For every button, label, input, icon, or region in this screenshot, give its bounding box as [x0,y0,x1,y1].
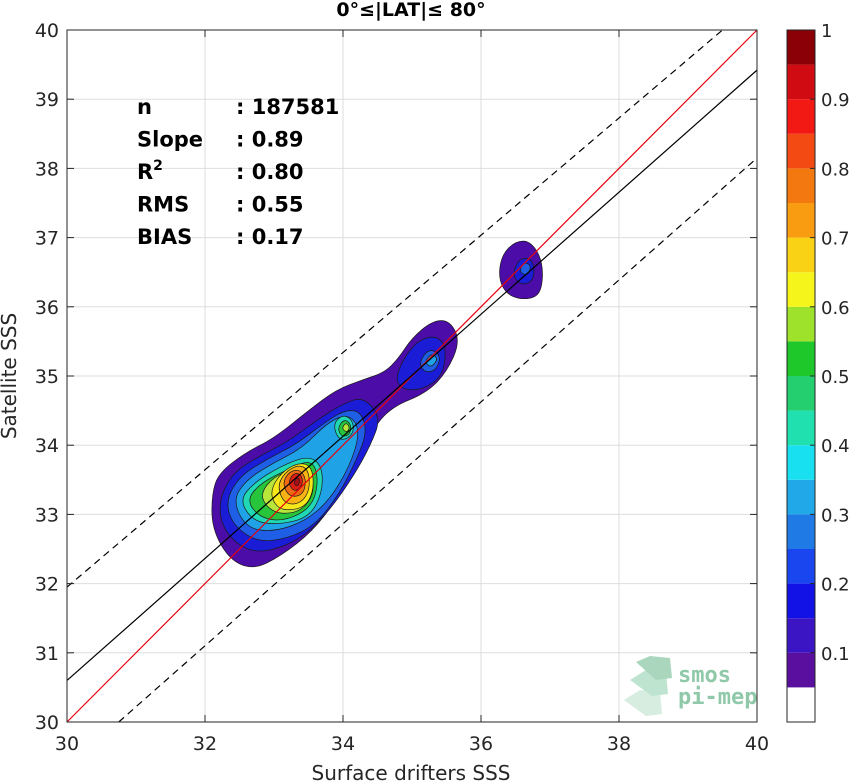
colorbar-tick-label: 0.3 [821,505,850,526]
stat-label-slope: Slope [137,128,203,152]
colorbar-bin [787,687,815,722]
y-tick-label: 38 [35,158,59,180]
colorbar-tick-label: 0.4 [821,436,850,457]
y-tick-label: 33 [35,504,59,526]
x-tick-label: 40 [745,733,769,755]
y-tick-label: 31 [35,643,59,665]
colorbar-bin [787,583,815,619]
contour-level-0_6 [342,423,350,432]
stat-label-bias: BIAS [137,225,192,249]
colorbar-bin [787,237,815,273]
colorbar-tick-label: 0.9 [821,90,850,111]
line-lower [118,157,758,723]
x-tick-label: 38 [607,733,631,755]
stat-value-slope: : 0.89 [236,128,304,152]
y-tick-label: 37 [35,228,59,250]
logo-text-line1: smos [678,663,731,688]
stat-value-n: : 187581 [236,95,339,119]
colorbar-bin [787,30,815,65]
colorbar-bin [787,203,815,238]
y-tick-label: 36 [35,297,59,319]
x-tick-label: 36 [469,733,493,755]
y-tick-label: 34 [35,435,59,457]
colorbar-bin [787,514,815,549]
colorbar-bin [787,133,815,169]
colorbar-bin [787,479,815,515]
colorbar: 0.1 0.2 0.3 0.4 0.5 0.6 0.7 0.8 0.9 1 [786,21,850,723]
stat-value-rms: : 0.55 [236,193,304,217]
logo-text-line2: pi-mep [678,685,757,710]
stat-value-bias: : 0.17 [236,225,304,249]
colorbar-bin [787,618,815,653]
axis-ticks: 30 32 34 36 38 40 30 31 32 33 34 35 36 37 38 39 40 [35,20,769,755]
colorbar-bin [787,306,815,342]
y-tick-label: 32 [35,574,59,596]
x-tick-label: 32 [193,733,217,755]
colorbar-bin [787,652,815,688]
grid-lines [66,29,758,723]
y-tick-label: 30 [35,712,59,734]
colorbar-bin [787,64,815,100]
line-fit [66,69,758,681]
stat-label-n: n [137,95,152,119]
stat-superscript: 2 [153,158,163,174]
colorbar-bin [787,376,815,411]
stat-value-r: : 0.80 [236,160,304,184]
x-tick-label: 34 [331,733,355,755]
y-tick-label: 40 [35,20,59,42]
x-axis-label: Surface drifters SSS [312,761,511,784]
colorbar-tick-label: 0.2 [821,575,850,596]
colorbar-tick-label: 0.1 [821,644,850,665]
logo-mark-icon [624,656,672,716]
colorbar-tick-label: 0.8 [821,159,850,180]
colorbar-tick-label: 0.6 [821,298,850,319]
reference-lines [66,29,758,723]
colorbar-bin [787,272,815,307]
colorbar-bin [787,445,815,480]
colorbar-bin [787,341,815,376]
colorbar-bin [787,168,815,203]
y-tick-label: 35 [35,366,59,388]
contour-level-1 [294,477,300,487]
y-tick-label: 39 [35,89,59,111]
colorbar-bin [787,549,815,584]
colorbar-bin [787,99,815,134]
chart-title: 0°≤|LAT|≤ 80° [336,0,485,21]
smos-pi-mep-logo: smos pi-mep [624,656,757,716]
stat-label-rms: RMS [137,193,189,217]
colorbar-tick-label: 0.7 [821,229,850,250]
x-tick-label: 30 [55,733,79,755]
colorbar-bin [787,410,815,446]
y-axis-label: Satellite SSS [0,313,21,439]
colorbar-tick-label: 0.5 [821,367,850,388]
colorbar-tick-label: 1 [821,21,832,42]
